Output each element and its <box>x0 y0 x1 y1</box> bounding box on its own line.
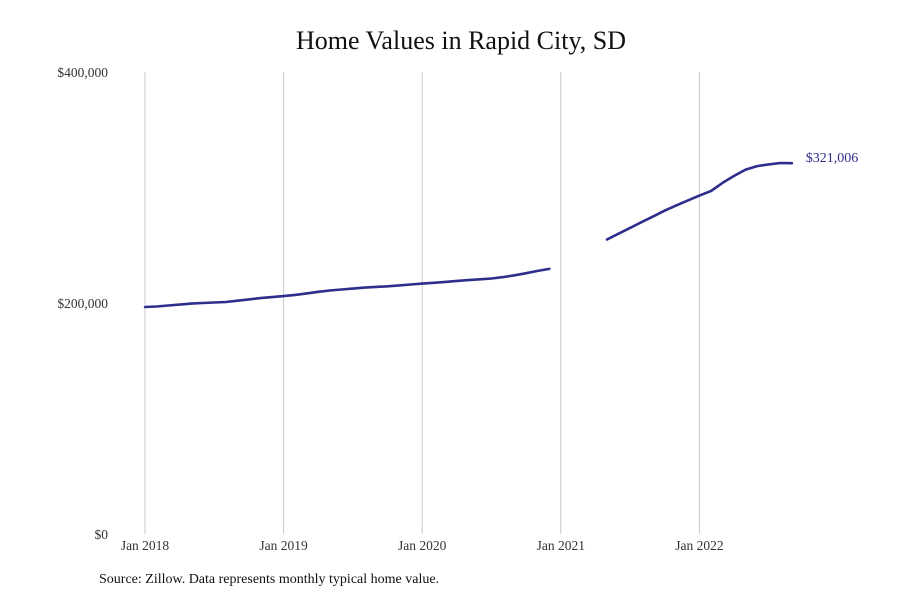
home-value-series <box>143 161 794 309</box>
y-tick-label: $200,000 <box>57 296 108 311</box>
series-line-segment <box>605 161 794 241</box>
x-gridlines <box>144 72 700 534</box>
x-axis-tick-labels: Jan 2018 Jan 2019 Jan 2020 Jan 2021 Jan 2022 <box>121 538 724 553</box>
x-tick-label: Jan 2020 <box>398 538 447 553</box>
x-tick-label: Jan 2019 <box>259 538 308 553</box>
chart-title: Home Values in Rapid City, SD <box>295 26 627 55</box>
y-tick-label: $0 <box>95 527 109 542</box>
y-tick-label: $400,000 <box>57 65 108 80</box>
y-axis-tick-labels: $0 $200,000 $400,000 <box>57 65 108 542</box>
x-tick-label: Jan 2022 <box>675 538 723 553</box>
series-line-segment <box>143 267 551 309</box>
x-tick-label: Jan 2021 <box>537 538 585 553</box>
source-note: Source: Zillow. Data represents monthly … <box>99 572 440 587</box>
last-value-label: $321,006 <box>806 151 859 166</box>
x-tick-label: Jan 2018 <box>121 538 170 553</box>
